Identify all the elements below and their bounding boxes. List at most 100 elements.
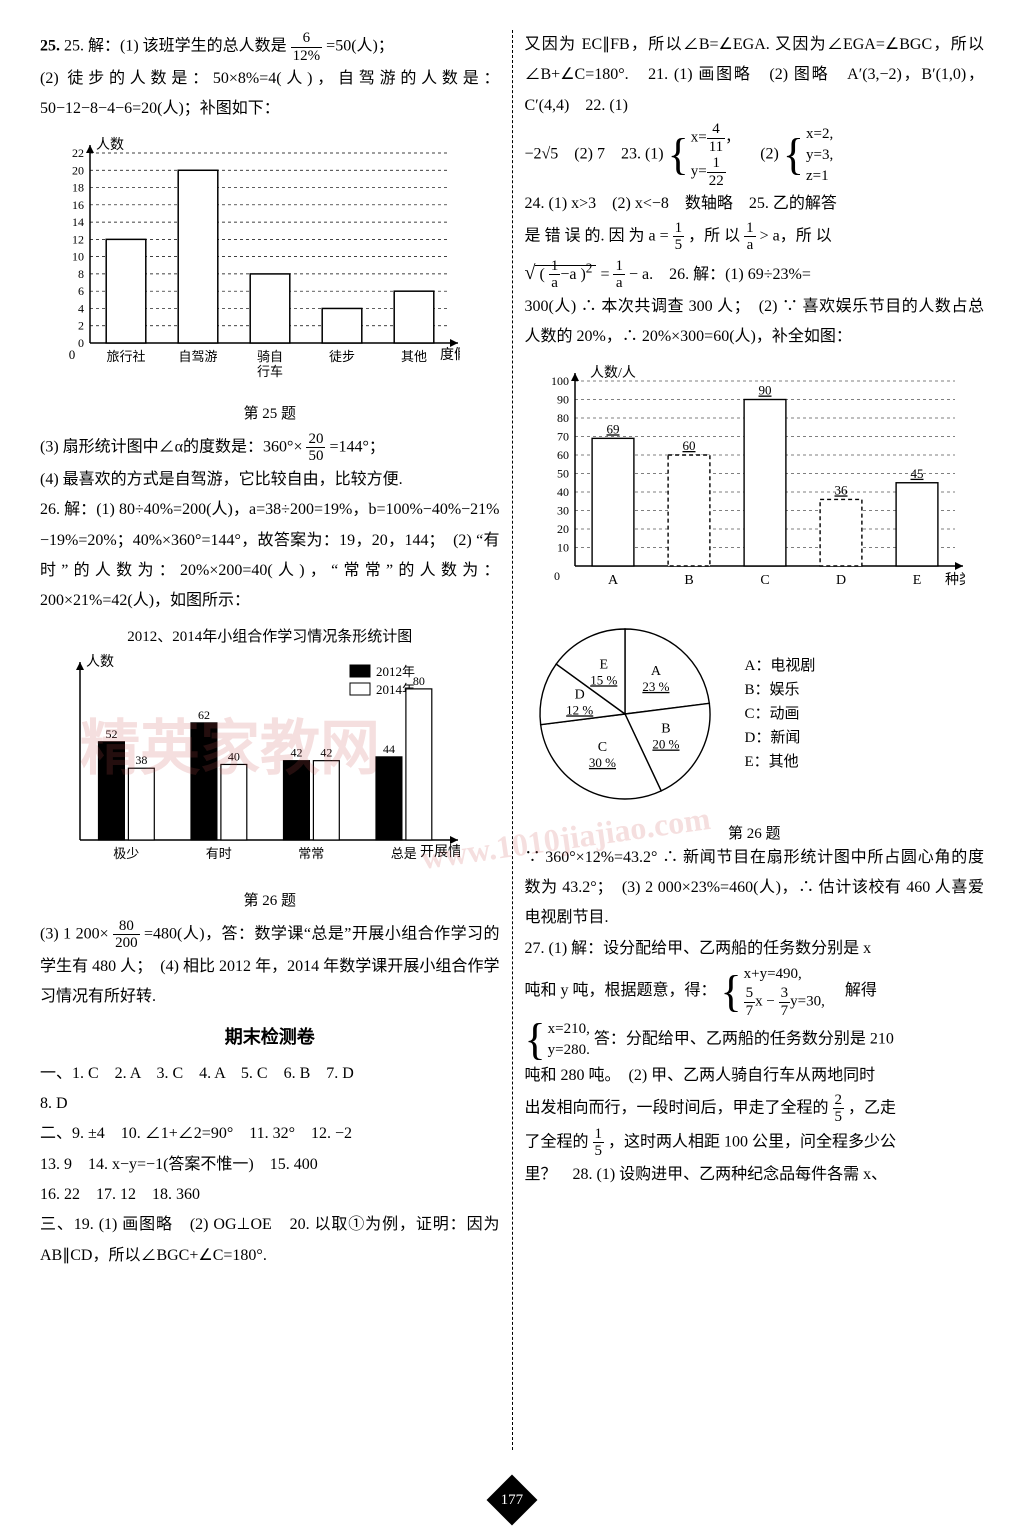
svg-text:有时: 有时 bbox=[206, 846, 232, 861]
svg-text:14: 14 bbox=[72, 215, 84, 229]
left-column: 25. 25. 解：(1) 该班学生的总人数是 6 12% =50(人)； (2… bbox=[40, 30, 500, 1450]
q27-e: 吨和 280 吨。 (2) 甲、乙两人骑自行车从两地同时 bbox=[525, 1061, 985, 1091]
svg-text:种类: 种类 bbox=[945, 572, 965, 588]
svg-text:20 %: 20 % bbox=[652, 736, 679, 751]
svg-text:常常: 常常 bbox=[298, 846, 324, 861]
page-number-badge: 177 bbox=[487, 1475, 538, 1526]
q27-sol: { x=210, y=280. 答：分配给甲、乙两船的任务数分别是 210 bbox=[525, 1019, 985, 1061]
svg-text:自驾游: 自驾游 bbox=[178, 349, 217, 364]
page-number: 177 bbox=[501, 1492, 524, 1509]
text: −2√5 (2) 7 23. (1) bbox=[525, 146, 668, 163]
svg-text:44: 44 bbox=[383, 742, 395, 756]
svg-text:开展情况: 开展情况 bbox=[420, 844, 460, 860]
svg-text:10: 10 bbox=[72, 249, 84, 263]
svg-text:15 %: 15 % bbox=[590, 672, 617, 687]
system-23-1: { x=411， y=122 bbox=[668, 121, 741, 189]
svg-text:20: 20 bbox=[72, 163, 84, 177]
text: 出发相向而行，一段时间后，甲走了全程的 bbox=[525, 1099, 829, 1116]
q25r-line2: √( 1a−a )2 = 1a − a. 26. 解：(1) 69÷23%= bbox=[525, 254, 985, 292]
svg-text:极少: 极少 bbox=[113, 846, 139, 861]
text: =480(人)，答：数学课“总是”开展小组合作学习的学生有 480 人； (4)… bbox=[40, 925, 500, 1005]
svg-text:38: 38 bbox=[135, 753, 147, 767]
text: (2) bbox=[744, 146, 783, 163]
svg-text:2012年: 2012年 bbox=[376, 664, 415, 679]
q25-2: (2) 徒步的人数是：50×8%=4(人)，自驾游的人数是：50−12−8−4−… bbox=[40, 64, 500, 125]
caption-26L: 第 26 题 bbox=[40, 889, 500, 910]
text: − a. 26. 解：(1) 69÷23%= bbox=[629, 266, 811, 283]
svg-text:0: 0 bbox=[69, 347, 76, 362]
bar-chart-svg: 102030405060708090100人数/人种类069A60B90C36D… bbox=[525, 361, 965, 601]
svg-text:E: E bbox=[599, 657, 608, 672]
bar-chart-svg: 0246810121416182022人数度假方式0旅行社自驾游骑自行车徒步其他 bbox=[40, 133, 460, 393]
svg-text:人数: 人数 bbox=[86, 654, 114, 670]
text: 了全程的 bbox=[525, 1133, 589, 1150]
svg-text:62: 62 bbox=[198, 708, 210, 722]
svg-text:69: 69 bbox=[606, 421, 619, 436]
q20-cont: 又因为 EC∥FB，所以∠B=∠EGA. 又因为∠EGA=∠BGC，所以∠B+∠… bbox=[525, 30, 985, 121]
svg-text:100: 100 bbox=[551, 374, 569, 388]
text: ，所 以 bbox=[688, 227, 744, 244]
system-27: { x+y=490, 57x − 37y=30, bbox=[721, 964, 825, 1019]
legend-item: B：娱乐 bbox=[745, 678, 816, 702]
svg-text:23 %: 23 % bbox=[642, 679, 669, 694]
legend-item: D：新闻 bbox=[745, 726, 816, 750]
final-sec2c: 16. 22 17. 12 18. 360 bbox=[40, 1180, 500, 1210]
fraction: 80 200 bbox=[113, 918, 140, 952]
fraction: 6 12% bbox=[291, 30, 323, 64]
chart-26-right-pie: A23 %B20 %C30 %D12 %E15 % A：电视剧 B：娱乐 C：动… bbox=[525, 614, 985, 814]
svg-text:45: 45 bbox=[910, 465, 923, 480]
svg-text:30: 30 bbox=[557, 503, 569, 517]
svg-text:12: 12 bbox=[72, 232, 84, 246]
q26-3: (3) 1 200× 80 200 =480(人)，答：数学课“总是”开展小组合… bbox=[40, 918, 500, 1013]
text: (3) 扇形统计图中∠α的度数是：360°× bbox=[40, 438, 302, 455]
svg-text:50: 50 bbox=[557, 466, 569, 480]
svg-text:16: 16 bbox=[72, 198, 84, 212]
svg-text:8: 8 bbox=[78, 267, 84, 281]
q25-3: (3) 扇形统计图中∠α的度数是：360°× 20 50 =144°； bbox=[40, 431, 500, 465]
column-divider bbox=[512, 30, 513, 1450]
svg-text:A: A bbox=[607, 573, 618, 588]
system-23-2: { x=2, y=3, z=1 bbox=[783, 124, 833, 187]
svg-text:A: A bbox=[650, 664, 661, 679]
svg-text:B: B bbox=[661, 721, 670, 736]
svg-text:90: 90 bbox=[557, 392, 569, 406]
q26-left: 26. 解：(1) 80÷40%=200(人)，a=38÷200=19%，b=1… bbox=[40, 495, 500, 617]
svg-text:36: 36 bbox=[834, 482, 848, 497]
caption-25: 第 25 题 bbox=[40, 402, 500, 423]
svg-text:0: 0 bbox=[554, 569, 560, 583]
svg-text:C: C bbox=[760, 573, 769, 588]
svg-text:90: 90 bbox=[758, 382, 771, 397]
q27-b: 吨和 y 吨，根据题意，得： { x+y=490, 57x − 37y=30, … bbox=[525, 964, 985, 1019]
svg-text:22: 22 bbox=[72, 146, 84, 160]
svg-text:2: 2 bbox=[78, 319, 84, 333]
q27-g: 了全程的 15 ，这时两人相距 100 公里，问全程多少公 bbox=[525, 1126, 985, 1160]
svg-text:60: 60 bbox=[557, 448, 569, 462]
svg-text:4: 4 bbox=[78, 301, 84, 315]
q27-f: 出发相向而行，一段时间后，甲走了全程的 25 ，乙走 bbox=[525, 1092, 985, 1126]
svg-text:徒步: 徒步 bbox=[329, 349, 355, 364]
svg-text:D: D bbox=[835, 573, 845, 588]
pie-legend: A：电视剧 B：娱乐 C：动画 D：新闻 E：其他 bbox=[745, 654, 816, 774]
text: 25. 解：(1) 该班学生的总人数是 bbox=[64, 38, 287, 55]
svg-text:18: 18 bbox=[72, 180, 84, 194]
text: (3) 1 200× bbox=[40, 925, 109, 942]
text: > a，所 以 bbox=[760, 227, 832, 244]
final-sec1: 一、1. C 2. A 3. C 4. A 5. C 6. B 7. D bbox=[40, 1059, 500, 1089]
final-sec2: 二、9. ±4 10. ∠1+∠2=90° 11. 32° 12. −2 bbox=[40, 1119, 500, 1149]
text: 吨和 y 吨，根据题意，得： bbox=[525, 982, 717, 999]
svg-text:C: C bbox=[597, 740, 606, 755]
fraction: 20 50 bbox=[306, 431, 325, 465]
eq-22-23: −2√5 (2) 7 23. (1) { x=411， y=122 (2) { … bbox=[525, 121, 985, 189]
text: 是 错 误 的. 因 为 a = bbox=[525, 227, 673, 244]
svg-text:42: 42 bbox=[320, 745, 332, 759]
final-exam-title: 期末检测卷 bbox=[40, 1023, 500, 1049]
svg-text:40: 40 bbox=[228, 749, 240, 763]
q27-h: 里？ 28. (1) 设购进甲、乙两种纪念品每件各需 x、 bbox=[525, 1160, 985, 1190]
q25-1: 25. 25. 解：(1) 该班学生的总人数是 6 12% =50(人)； bbox=[40, 30, 500, 64]
legend-item: E：其他 bbox=[745, 750, 816, 774]
right-column: 又因为 EC∥FB，所以∠B=∠EGA. 又因为∠EGA=∠BGC，所以∠B+∠… bbox=[525, 30, 985, 1450]
svg-text:D: D bbox=[574, 687, 584, 702]
final-sec2b: 13. 9 14. x−y=−1(答案不惟一) 15. 400 bbox=[40, 1150, 500, 1180]
svg-text:30 %: 30 % bbox=[588, 755, 615, 770]
svg-text:人数: 人数 bbox=[96, 137, 124, 153]
